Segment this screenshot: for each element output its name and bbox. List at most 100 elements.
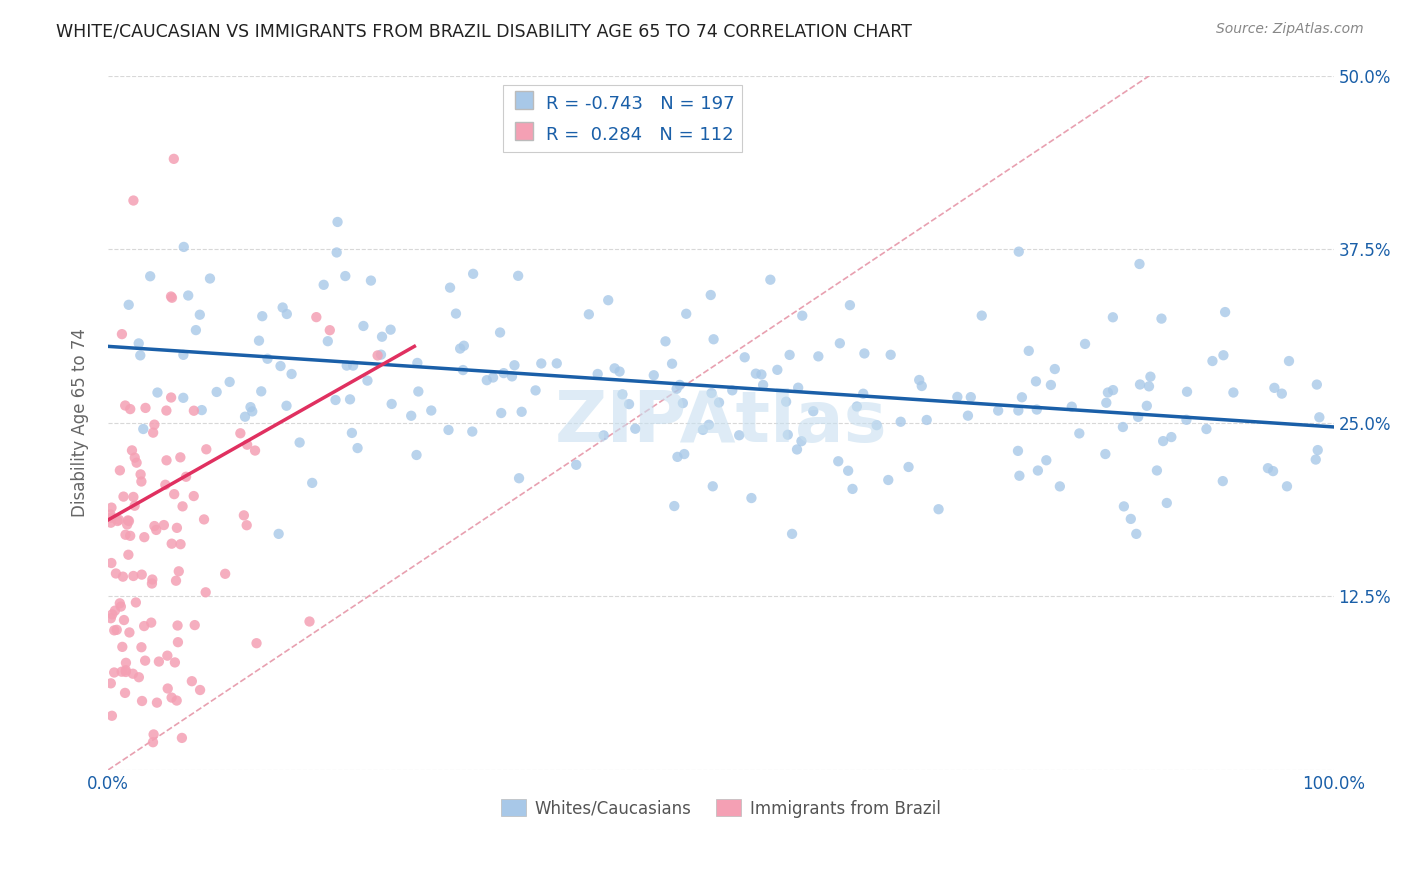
Point <box>100 676 122 690</box>
Point <box>229 426 252 441</box>
Point <box>654 334 676 349</box>
Point <box>1175 413 1198 427</box>
Point <box>160 537 183 551</box>
Point <box>188 308 211 322</box>
Point <box>463 267 485 281</box>
Point <box>508 268 530 283</box>
Point <box>104 604 127 618</box>
Point <box>148 655 170 669</box>
Point <box>1095 396 1118 410</box>
Point <box>101 708 124 723</box>
Point <box>439 280 461 294</box>
Point <box>131 475 153 489</box>
Point <box>326 215 349 229</box>
Point <box>271 301 294 315</box>
Point <box>776 427 799 442</box>
Point <box>169 450 191 465</box>
Point <box>114 663 136 677</box>
Point <box>120 402 142 417</box>
Point <box>184 323 207 337</box>
Point <box>235 518 257 533</box>
Point <box>928 502 950 516</box>
Point <box>118 298 141 312</box>
Point <box>1195 422 1218 436</box>
Point <box>167 564 190 578</box>
Point <box>108 513 131 527</box>
Point <box>707 395 730 409</box>
Point <box>852 386 875 401</box>
Point <box>367 348 389 362</box>
Point <box>100 508 122 522</box>
Point <box>946 390 969 404</box>
Point <box>316 334 339 349</box>
Point <box>775 394 797 409</box>
Point <box>205 384 228 399</box>
Point <box>340 425 363 440</box>
Point <box>146 696 169 710</box>
Point <box>134 401 156 415</box>
Point <box>461 425 484 439</box>
Point <box>790 434 813 449</box>
Point <box>346 441 368 455</box>
Point <box>134 619 156 633</box>
Point <box>807 350 830 364</box>
Point <box>143 417 166 432</box>
Point <box>1156 496 1178 510</box>
Point <box>183 489 205 503</box>
Point <box>399 409 422 423</box>
Point <box>143 519 166 533</box>
Point <box>1112 500 1135 514</box>
Point <box>879 348 901 362</box>
Point <box>1128 257 1150 271</box>
Point <box>751 368 773 382</box>
Point <box>624 422 647 436</box>
Point <box>908 373 931 387</box>
Point <box>702 479 724 493</box>
Point <box>183 403 205 417</box>
Point <box>1137 379 1160 393</box>
Point <box>1212 474 1234 488</box>
Point <box>734 351 756 365</box>
Point <box>108 596 131 610</box>
Point <box>218 375 240 389</box>
Point <box>160 391 183 405</box>
Point <box>128 670 150 684</box>
Point <box>117 513 139 527</box>
Point <box>668 377 690 392</box>
Point <box>122 666 145 681</box>
Point <box>406 356 429 370</box>
Point <box>193 512 215 526</box>
Point <box>141 573 163 587</box>
Point <box>1308 410 1330 425</box>
Point <box>1263 381 1285 395</box>
Point <box>101 607 124 622</box>
Point <box>1025 375 1047 389</box>
Point <box>890 415 912 429</box>
Point <box>609 365 631 379</box>
Point <box>160 690 183 705</box>
Point <box>1175 384 1198 399</box>
Point <box>451 363 474 377</box>
Point <box>325 245 347 260</box>
Point <box>444 307 467 321</box>
Point <box>319 323 342 337</box>
Point <box>134 654 156 668</box>
Point <box>146 385 169 400</box>
Point <box>970 309 993 323</box>
Point <box>198 271 221 285</box>
Point <box>155 403 177 417</box>
Point <box>612 387 634 401</box>
Point <box>122 569 145 583</box>
Point <box>100 516 122 530</box>
Point <box>692 423 714 437</box>
Point <box>786 442 808 457</box>
Point <box>247 334 270 348</box>
Point <box>503 358 526 372</box>
Point <box>115 656 138 670</box>
Point <box>1278 354 1301 368</box>
Point <box>853 346 876 360</box>
Point <box>508 471 530 485</box>
Point <box>578 307 600 321</box>
Point <box>118 514 141 528</box>
Point <box>1306 443 1329 458</box>
